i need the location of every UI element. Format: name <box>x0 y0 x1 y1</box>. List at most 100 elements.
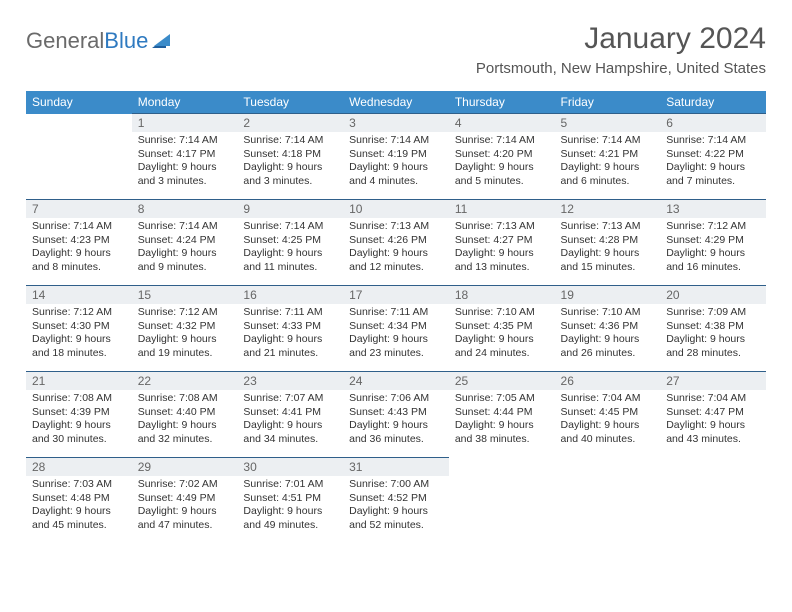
day-info: Sunrise: 7:10 AMSunset: 4:36 PMDaylight:… <box>555 304 661 365</box>
day-info: Sunrise: 7:11 AMSunset: 4:33 PMDaylight:… <box>237 304 343 365</box>
sunset-line: Sunset: 4:32 PM <box>138 320 232 334</box>
day-info: Sunrise: 7:08 AMSunset: 4:40 PMDaylight:… <box>132 390 238 451</box>
day-number: 31 <box>343 458 449 476</box>
day-number: 28 <box>26 458 132 476</box>
sunrise-line: Sunrise: 7:00 AM <box>349 478 443 492</box>
sunset-line: Sunset: 4:20 PM <box>455 148 549 162</box>
day-number: 9 <box>237 200 343 218</box>
day-info: Sunrise: 7:12 AMSunset: 4:32 PMDaylight:… <box>132 304 238 365</box>
sunset-line: Sunset: 4:18 PM <box>243 148 337 162</box>
calendar-day-cell: 27Sunrise: 7:04 AMSunset: 4:47 PMDayligh… <box>660 372 766 458</box>
sunset-line: Sunset: 4:41 PM <box>243 406 337 420</box>
calendar-day-cell: 7Sunrise: 7:14 AMSunset: 4:23 PMDaylight… <box>26 200 132 286</box>
sunrise-line: Sunrise: 7:13 AM <box>561 220 655 234</box>
calendar-day-cell <box>26 114 132 200</box>
calendar-day-cell: 14Sunrise: 7:12 AMSunset: 4:30 PMDayligh… <box>26 286 132 372</box>
day-info: Sunrise: 7:01 AMSunset: 4:51 PMDaylight:… <box>237 476 343 537</box>
day-number: 2 <box>237 114 343 132</box>
sunset-line: Sunset: 4:47 PM <box>666 406 760 420</box>
day-info: Sunrise: 7:05 AMSunset: 4:44 PMDaylight:… <box>449 390 555 451</box>
sunrise-line: Sunrise: 7:13 AM <box>349 220 443 234</box>
day-number: 10 <box>343 200 449 218</box>
calendar-day-cell: 2 Sunrise: 7:14 AMSunset: 4:18 PMDaylight… <box>237 114 343 200</box>
day-number: 12 <box>555 200 661 218</box>
daylight-line: Daylight: 9 hours and 38 minutes. <box>455 419 549 446</box>
sunrise-line: Sunrise: 7:14 AM <box>243 220 337 234</box>
calendar-day-cell: 26 Sunrise: 7:04 AMSunset: 4:45 PMDayligh… <box>555 372 661 458</box>
sunrise-line: Sunrise: 7:14 AM <box>138 134 232 148</box>
sunrise-line: Sunrise: 7:06 AM <box>349 392 443 406</box>
daylight-line: Daylight: 9 hours and 40 minutes. <box>561 419 655 446</box>
daylight-line: Daylight: 9 hours and 15 minutes. <box>561 247 655 274</box>
day-number: 26 <box>555 372 661 390</box>
day-number: 30 <box>237 458 343 476</box>
weekday-header: Sunday <box>26 91 132 114</box>
calendar-day-cell: 21Sunrise: 7:08 AMSunset: 4:39 PMDayligh… <box>26 372 132 458</box>
sunrise-line: Sunrise: 7:14 AM <box>243 134 337 148</box>
daylight-line: Daylight: 9 hours and 19 minutes. <box>138 333 232 360</box>
calendar-day-cell: 16Sunrise: 7:11 AMSunset: 4:33 PMDayligh… <box>237 286 343 372</box>
day-number: 25 <box>449 372 555 390</box>
sunset-line: Sunset: 4:29 PM <box>666 234 760 248</box>
title-block: January 2024 Portsmouth, New Hampshire, … <box>476 22 766 77</box>
daylight-line: Daylight: 9 hours and 52 minutes. <box>349 505 443 532</box>
sunset-line: Sunset: 4:34 PM <box>349 320 443 334</box>
daylight-line: Daylight: 9 hours and 43 minutes. <box>666 419 760 446</box>
calendar-day-cell: 17Sunrise: 7:11 AMSunset: 4:34 PMDayligh… <box>343 286 449 372</box>
day-info: Sunrise: 7:14 AMSunset: 4:21 PMDaylight:… <box>555 132 661 193</box>
day-number: 16 <box>237 286 343 304</box>
sunrise-line: Sunrise: 7:10 AM <box>561 306 655 320</box>
sunset-line: Sunset: 4:43 PM <box>349 406 443 420</box>
day-info: Sunrise: 7:10 AMSunset: 4:35 PMDaylight:… <box>449 304 555 365</box>
daylight-line: Daylight: 9 hours and 3 minutes. <box>243 161 337 188</box>
calendar-day-cell: 15Sunrise: 7:12 AMSunset: 4:32 PMDayligh… <box>132 286 238 372</box>
sunset-line: Sunset: 4:33 PM <box>243 320 337 334</box>
logo-text-blue: Blue <box>104 28 148 54</box>
daylight-line: Daylight: 9 hours and 34 minutes. <box>243 419 337 446</box>
day-info: Sunrise: 7:06 AMSunset: 4:43 PMDaylight:… <box>343 390 449 451</box>
sunset-line: Sunset: 4:40 PM <box>138 406 232 420</box>
day-number: 13 <box>660 200 766 218</box>
sunrise-line: Sunrise: 7:08 AM <box>138 392 232 406</box>
sunrise-line: Sunrise: 7:14 AM <box>32 220 126 234</box>
logo-flag-icon <box>152 32 172 50</box>
daylight-line: Daylight: 9 hours and 5 minutes. <box>455 161 549 188</box>
day-info: Sunrise: 7:14 AMSunset: 4:24 PMDaylight:… <box>132 218 238 279</box>
weekday-header: Wednesday <box>343 91 449 114</box>
daylight-line: Daylight: 9 hours and 7 minutes. <box>666 161 760 188</box>
sunset-line: Sunset: 4:52 PM <box>349 492 443 506</box>
sunset-line: Sunset: 4:17 PM <box>138 148 232 162</box>
sunset-line: Sunset: 4:35 PM <box>455 320 549 334</box>
calendar-day-cell: 18Sunrise: 7:10 AMSunset: 4:35 PMDayligh… <box>449 286 555 372</box>
sunrise-line: Sunrise: 7:05 AM <box>455 392 549 406</box>
day-info: Sunrise: 7:13 AMSunset: 4:28 PMDaylight:… <box>555 218 661 279</box>
daylight-line: Daylight: 9 hours and 21 minutes. <box>243 333 337 360</box>
daylight-line: Daylight: 9 hours and 36 minutes. <box>349 419 443 446</box>
sunrise-line: Sunrise: 7:07 AM <box>243 392 337 406</box>
calendar-day-cell: 28Sunrise: 7:03 AMSunset: 4:48 PMDayligh… <box>26 458 132 544</box>
weekday-header: Saturday <box>660 91 766 114</box>
sunset-line: Sunset: 4:27 PM <box>455 234 549 248</box>
sunrise-line: Sunrise: 7:04 AM <box>561 392 655 406</box>
weekday-header: Friday <box>555 91 661 114</box>
day-info: Sunrise: 7:08 AMSunset: 4:39 PMDaylight:… <box>26 390 132 451</box>
sunrise-line: Sunrise: 7:08 AM <box>32 392 126 406</box>
sunset-line: Sunset: 4:51 PM <box>243 492 337 506</box>
sunset-line: Sunset: 4:25 PM <box>243 234 337 248</box>
calendar-day-cell <box>660 458 766 544</box>
daylight-line: Daylight: 9 hours and 3 minutes. <box>138 161 232 188</box>
calendar-week-row: 7Sunrise: 7:14 AMSunset: 4:23 PMDaylight… <box>26 200 766 286</box>
sunrise-line: Sunrise: 7:10 AM <box>455 306 549 320</box>
day-info: Sunrise: 7:13 AMSunset: 4:27 PMDaylight:… <box>449 218 555 279</box>
sunset-line: Sunset: 4:45 PM <box>561 406 655 420</box>
weekday-header: Thursday <box>449 91 555 114</box>
day-info: Sunrise: 7:04 AMSunset: 4:47 PMDaylight:… <box>660 390 766 451</box>
daylight-line: Daylight: 9 hours and 26 minutes. <box>561 333 655 360</box>
sunrise-line: Sunrise: 7:03 AM <box>32 478 126 492</box>
daylight-line: Daylight: 9 hours and 28 minutes. <box>666 333 760 360</box>
sunset-line: Sunset: 4:26 PM <box>349 234 443 248</box>
calendar-week-row: 21Sunrise: 7:08 AMSunset: 4:39 PMDayligh… <box>26 372 766 458</box>
weekday-header: Tuesday <box>237 91 343 114</box>
daylight-line: Daylight: 9 hours and 16 minutes. <box>666 247 760 274</box>
sunrise-line: Sunrise: 7:12 AM <box>666 220 760 234</box>
